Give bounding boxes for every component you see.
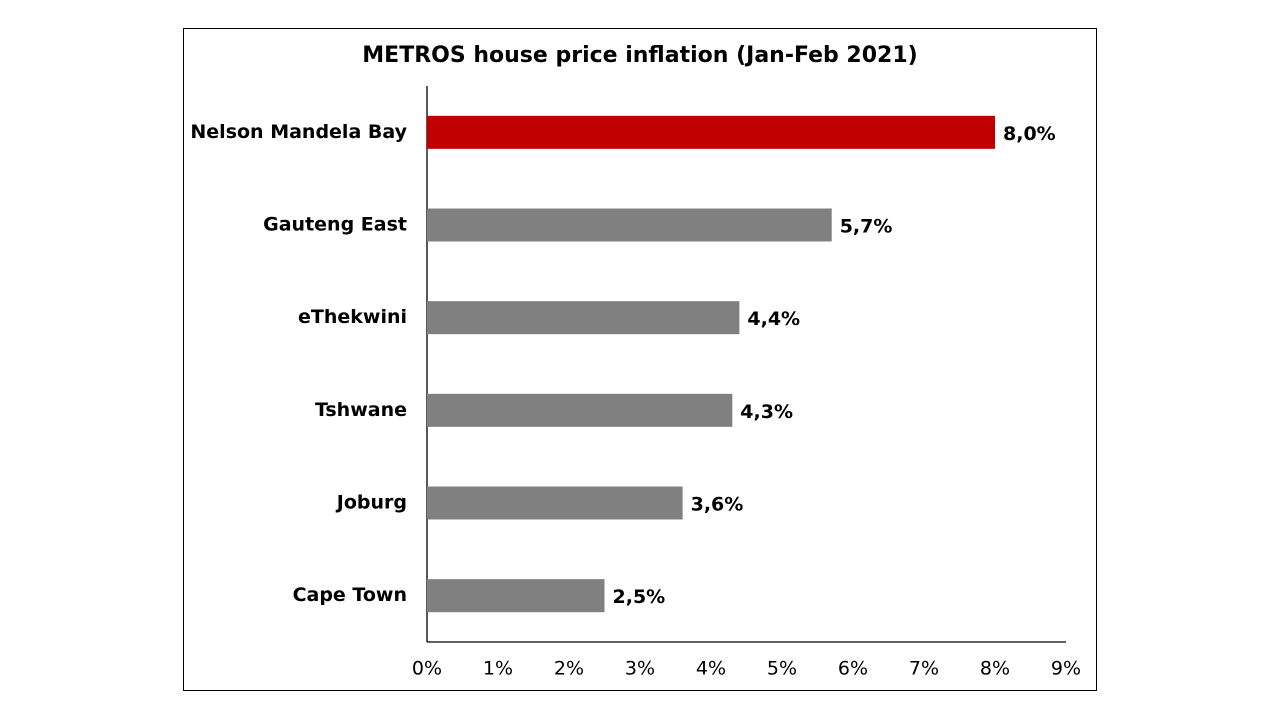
x-tick-label: 0%: [412, 658, 442, 680]
x-tick-label: 7%: [909, 658, 939, 680]
bar: [427, 579, 605, 613]
x-tick-label: 5%: [767, 658, 797, 680]
y-tick-label: Joburg: [335, 492, 407, 514]
bar: [427, 208, 832, 242]
x-tick-label: 2%: [554, 658, 584, 680]
x-tick-label: 6%: [838, 658, 868, 680]
value-label: 5,7%: [840, 216, 893, 238]
chart-title: METROS house price inflation (Jan-Feb 20…: [362, 43, 917, 68]
bar: [427, 115, 995, 149]
bar: [427, 486, 683, 520]
y-tick-label: Nelson Mandela Bay: [190, 121, 407, 143]
y-tick-label: Gauteng East: [263, 214, 407, 236]
chart-frame: [183, 28, 1097, 691]
x-tick-label: 4%: [696, 658, 726, 680]
y-tick-label: Cape Town: [293, 584, 407, 606]
value-label: 4,3%: [740, 401, 793, 423]
bar: [427, 393, 733, 427]
x-tick-label: 1%: [483, 658, 513, 680]
value-label: 3,6%: [691, 494, 744, 516]
bar: [427, 301, 740, 335]
x-tick-label: 3%: [625, 658, 655, 680]
value-label: 8,0%: [1003, 123, 1056, 145]
x-tick-label: 8%: [980, 658, 1010, 680]
x-tick-label: 9%: [1051, 658, 1081, 680]
y-tick-label: Tshwane: [315, 399, 407, 421]
value-label: 4,4%: [747, 308, 800, 330]
y-tick-label: eThekwini: [298, 306, 407, 328]
value-label: 2,5%: [613, 586, 666, 608]
